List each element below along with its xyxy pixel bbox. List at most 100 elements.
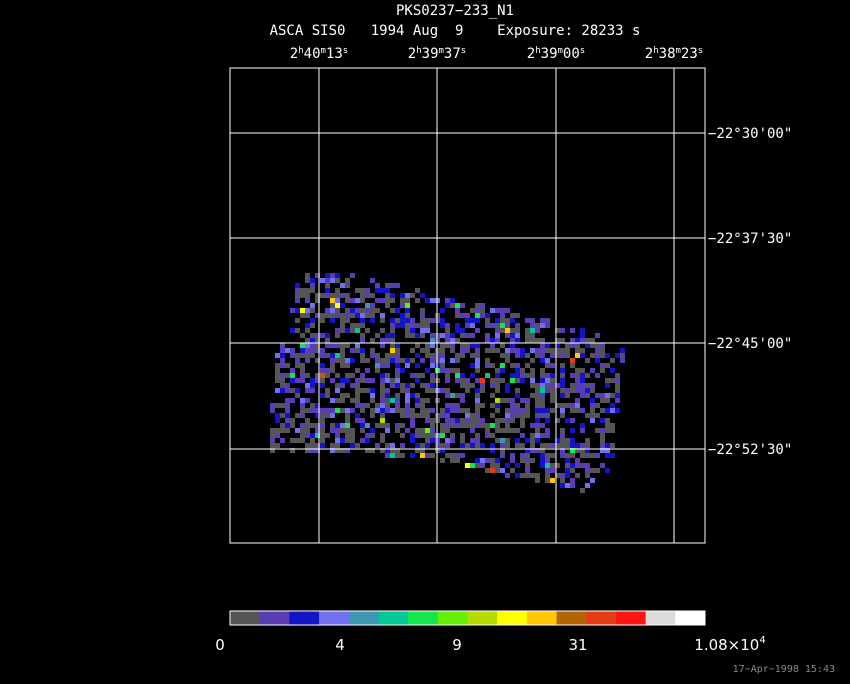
pixel bbox=[455, 458, 460, 463]
pixel bbox=[295, 413, 300, 418]
pixel bbox=[480, 403, 485, 408]
pixel bbox=[525, 473, 530, 478]
pixel bbox=[380, 403, 385, 408]
pixel bbox=[430, 353, 435, 358]
pixel bbox=[385, 358, 390, 363]
pixel bbox=[335, 278, 340, 283]
pixel bbox=[560, 428, 565, 433]
ra-tick-part: s bbox=[580, 46, 585, 56]
pixel bbox=[530, 323, 535, 328]
pixel bbox=[415, 433, 420, 438]
pixel bbox=[500, 328, 505, 333]
pixel bbox=[285, 418, 290, 423]
pixel bbox=[480, 463, 485, 468]
pixel bbox=[385, 423, 390, 428]
pixel bbox=[475, 363, 480, 368]
pixel bbox=[450, 298, 455, 303]
pixel bbox=[395, 363, 400, 368]
ra-tick-part: 2 bbox=[645, 46, 653, 62]
pixel bbox=[330, 343, 335, 348]
pixel bbox=[425, 318, 430, 323]
pixel bbox=[365, 388, 370, 393]
pixel bbox=[565, 388, 570, 393]
pixel bbox=[325, 413, 330, 418]
pixel bbox=[475, 398, 480, 403]
pixel bbox=[535, 428, 540, 433]
pixel bbox=[530, 443, 535, 448]
pixel bbox=[470, 413, 475, 418]
pixel bbox=[325, 353, 330, 358]
pixel bbox=[305, 358, 310, 363]
pixel bbox=[525, 338, 530, 343]
pixel bbox=[580, 378, 585, 383]
pixel bbox=[620, 348, 625, 353]
pixel bbox=[390, 378, 395, 383]
colorbar-label: 9 bbox=[452, 636, 462, 654]
pixel bbox=[525, 333, 530, 338]
pixel bbox=[375, 368, 380, 373]
pixel bbox=[600, 433, 605, 438]
pixel bbox=[305, 298, 310, 303]
pixel bbox=[310, 448, 315, 453]
pixel bbox=[460, 433, 465, 438]
pixel bbox=[495, 418, 500, 423]
pixel bbox=[330, 313, 335, 318]
pixel bbox=[460, 423, 465, 428]
pixel bbox=[450, 343, 455, 348]
pixel bbox=[335, 398, 340, 403]
pixel bbox=[375, 363, 380, 368]
pixel bbox=[405, 403, 410, 408]
pixel bbox=[425, 418, 430, 423]
pixel bbox=[470, 363, 475, 368]
pixel bbox=[310, 318, 315, 323]
pixel bbox=[305, 278, 310, 283]
pixel bbox=[610, 428, 615, 433]
pixel bbox=[365, 448, 370, 453]
pixel bbox=[400, 443, 405, 448]
pixel bbox=[440, 343, 445, 348]
pixel bbox=[485, 323, 490, 328]
pixel bbox=[505, 383, 510, 388]
colorbar-swatch bbox=[348, 611, 379, 625]
ra-tick-part: 39 bbox=[541, 46, 558, 62]
pixel bbox=[585, 393, 590, 398]
pixel bbox=[385, 398, 390, 403]
pixel bbox=[530, 433, 535, 438]
pixel bbox=[375, 283, 380, 288]
pixel bbox=[520, 413, 525, 418]
pixel bbox=[410, 328, 415, 333]
pixel bbox=[450, 418, 455, 423]
pixel bbox=[555, 383, 560, 388]
pixel bbox=[310, 383, 315, 388]
pixel bbox=[330, 413, 335, 418]
pixel bbox=[320, 368, 325, 373]
pixel bbox=[565, 483, 570, 488]
pixel bbox=[365, 288, 370, 293]
pixel bbox=[525, 318, 530, 323]
pixel bbox=[595, 348, 600, 353]
pixel bbox=[345, 358, 350, 363]
pixel bbox=[370, 448, 375, 453]
pixel bbox=[405, 408, 410, 413]
pixel bbox=[495, 383, 500, 388]
pixel bbox=[595, 403, 600, 408]
pixel bbox=[470, 463, 475, 468]
pixel bbox=[385, 403, 390, 408]
pixel bbox=[510, 343, 515, 348]
pixel bbox=[600, 393, 605, 398]
pixel bbox=[480, 303, 485, 308]
pixel bbox=[520, 458, 525, 463]
pixel bbox=[460, 418, 465, 423]
pixel bbox=[380, 383, 385, 388]
pixel bbox=[505, 323, 510, 328]
pixel bbox=[270, 443, 275, 448]
pixel bbox=[595, 468, 600, 473]
pixel bbox=[275, 418, 280, 423]
pixel bbox=[590, 343, 595, 348]
pixel bbox=[575, 338, 580, 343]
colorbar-swatch bbox=[467, 611, 498, 625]
pixel bbox=[525, 328, 530, 333]
pixel bbox=[585, 468, 590, 473]
pixel bbox=[545, 463, 550, 468]
pixel bbox=[570, 443, 575, 448]
